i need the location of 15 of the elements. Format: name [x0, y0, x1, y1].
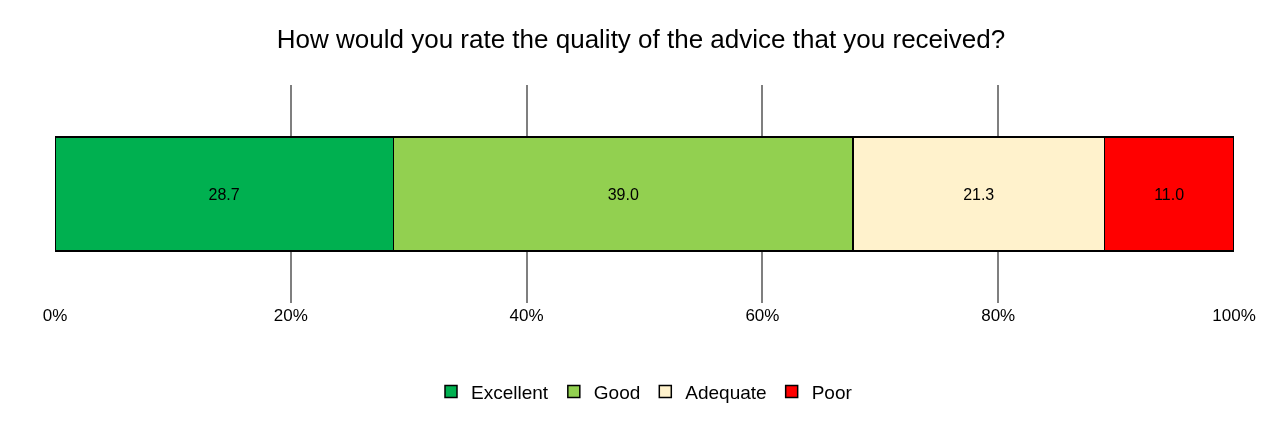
- text: 28.7: [208, 185, 240, 203]
- legend-label: Adequate: [685, 382, 767, 404]
- chart-title: How would you rate the quality of the advice that you received?: [276, 23, 1006, 54]
- x-tick-label: 80%: [981, 306, 1016, 325]
- text: 39.0: [607, 185, 639, 203]
- text: 21.3: [963, 185, 995, 203]
- x-tick-label: 100%: [1212, 306, 1256, 325]
- text: 11.0: [1154, 185, 1185, 203]
- legend-label: Good: [593, 382, 641, 404]
- x-tick-label: 40%: [509, 306, 544, 325]
- legend-label: Poor: [811, 382, 853, 404]
- x-tick-label: 0%: [42, 306, 68, 325]
- x-tick-label: 20%: [273, 306, 308, 325]
- legend-label: Excellent: [471, 382, 549, 404]
- x-tick-label: 60%: [745, 306, 780, 325]
